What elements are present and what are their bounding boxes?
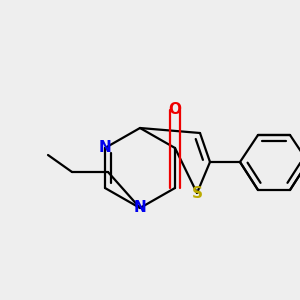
Text: S: S <box>191 185 203 200</box>
Text: N: N <box>134 200 146 215</box>
Text: O: O <box>169 103 182 118</box>
Text: N: N <box>99 140 111 155</box>
